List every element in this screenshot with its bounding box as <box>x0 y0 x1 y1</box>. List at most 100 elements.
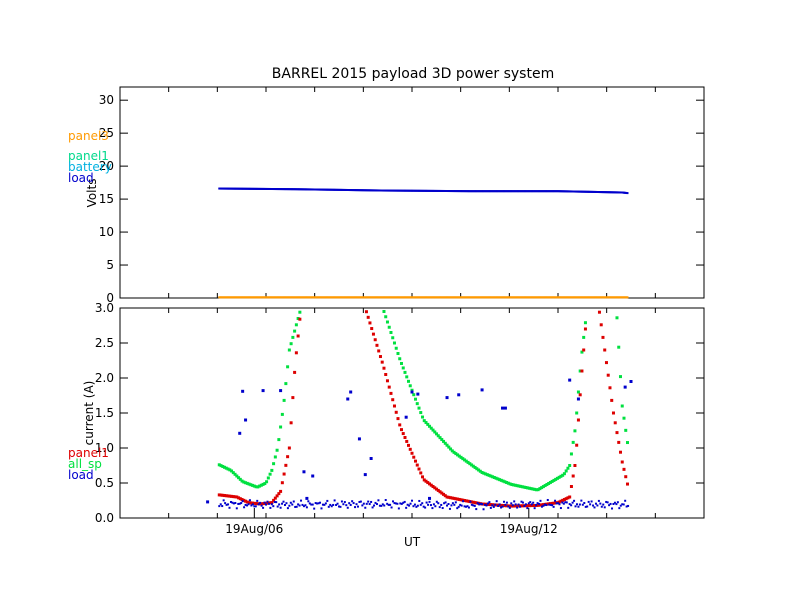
all_sp-point <box>228 468 232 472</box>
load-point <box>497 504 500 507</box>
chart-title: BARREL 2015 payload 3D power system <box>272 66 554 82</box>
load-point <box>408 504 411 507</box>
load-point <box>367 500 370 503</box>
load-point <box>434 505 437 508</box>
load-point <box>384 499 387 502</box>
load-point <box>593 506 596 509</box>
all_sp-point <box>223 465 227 469</box>
load-point <box>590 500 593 503</box>
panel1-point <box>406 443 410 447</box>
load-point <box>535 504 538 507</box>
load-point <box>335 503 338 506</box>
panel1-point <box>244 499 248 503</box>
panel1-point <box>392 404 396 408</box>
load-point <box>320 507 323 510</box>
load-point <box>259 501 262 504</box>
panel1-point <box>223 494 227 498</box>
all_sp-point <box>237 476 241 480</box>
load-point <box>573 499 576 502</box>
all_sp-point <box>438 436 442 440</box>
load-outlier-point <box>416 392 420 396</box>
load-point <box>406 503 409 506</box>
panel1-point <box>529 504 533 508</box>
load-point <box>558 503 561 506</box>
panel1-point <box>548 502 552 506</box>
all_sp-point <box>247 482 251 486</box>
load-point <box>567 506 570 509</box>
load-point <box>443 502 446 505</box>
panel1-point <box>249 501 253 505</box>
panel1-point <box>370 327 374 331</box>
all_sp-point <box>217 463 221 467</box>
panel1-point <box>238 497 242 501</box>
all_sp-point <box>477 468 481 472</box>
load-point <box>234 501 237 504</box>
panel1-point <box>564 497 568 501</box>
load-point <box>416 504 419 507</box>
panel1-point <box>569 485 573 488</box>
panel1-point <box>552 501 556 505</box>
all_sp-point <box>461 457 465 461</box>
load-point <box>476 502 479 505</box>
load-point <box>412 505 415 508</box>
panel1-point <box>622 467 626 471</box>
load-point <box>624 499 627 502</box>
load-point <box>402 501 405 504</box>
all_sp-point <box>396 352 400 355</box>
panel1-point <box>273 496 277 500</box>
current-y-tick-label: 3.0 <box>95 301 114 315</box>
load-point <box>465 505 468 508</box>
all_sp-point <box>576 390 580 394</box>
panel1-point <box>459 498 463 502</box>
load-outlier-point <box>503 406 507 410</box>
load-point <box>536 502 539 505</box>
all_sp-point <box>406 379 410 383</box>
load-outlier-point <box>410 390 414 394</box>
load-point <box>247 503 250 506</box>
panel1-point <box>426 481 430 485</box>
panel1-point <box>389 391 393 395</box>
all_sp-point <box>233 472 237 476</box>
panel1-point <box>562 498 566 502</box>
load-point <box>301 503 304 506</box>
all_sp-point <box>625 441 629 445</box>
all_sp-point <box>463 458 467 462</box>
all_sp-point <box>562 472 566 476</box>
panel1-point <box>291 396 295 400</box>
load-point <box>613 501 616 504</box>
all_sp-point <box>548 480 552 484</box>
all_sp-point <box>221 464 225 468</box>
panel1-point <box>571 474 575 478</box>
panel1-point <box>424 479 428 483</box>
load-point <box>533 507 536 510</box>
all_sp-point <box>510 483 514 487</box>
load-point <box>622 503 625 506</box>
load-point <box>451 502 454 505</box>
panel1-point <box>449 496 453 500</box>
load-point <box>504 503 507 506</box>
all_sp-point <box>470 463 474 467</box>
all_sp-point <box>242 480 246 484</box>
all_sp-point <box>580 350 584 354</box>
all_sp-point <box>512 483 516 487</box>
all_sp-point <box>568 464 572 467</box>
all_sp-point <box>471 464 475 468</box>
load-outlier-point <box>238 431 242 435</box>
panel1-point <box>583 327 587 331</box>
all_sp-point <box>391 336 395 340</box>
all_sp-point <box>291 335 295 339</box>
load-point <box>317 502 320 505</box>
panel1-point <box>613 421 617 425</box>
load-point <box>456 507 459 510</box>
load-point <box>619 504 622 507</box>
panel1-point <box>272 498 276 502</box>
load-point <box>403 500 406 503</box>
load-point <box>387 503 390 506</box>
load-point <box>484 503 486 506</box>
all_sp-point <box>485 473 489 477</box>
all_sp-point <box>254 485 258 489</box>
load-point <box>342 503 345 506</box>
load-outlier-point <box>357 437 361 441</box>
load-point <box>621 503 624 506</box>
